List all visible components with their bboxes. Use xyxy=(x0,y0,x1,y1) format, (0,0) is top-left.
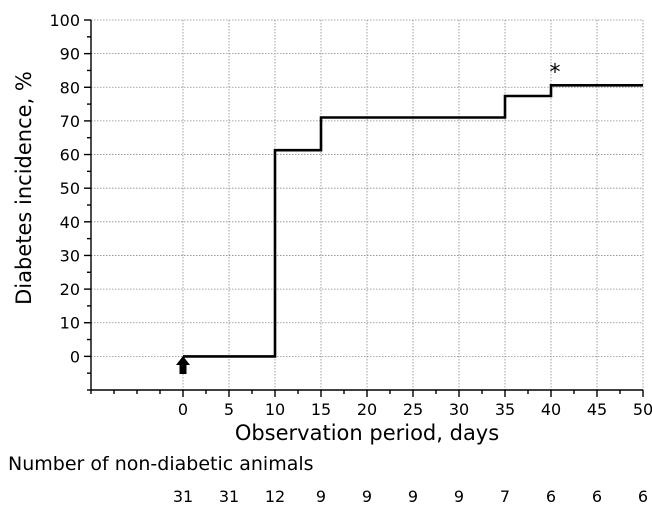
x-tick-label: 0 xyxy=(178,400,188,419)
x-tick-label: 20 xyxy=(357,400,377,419)
y-tick-label: 30 xyxy=(60,246,80,265)
y-tick-label: 40 xyxy=(60,213,80,232)
y-tick-label: 70 xyxy=(60,112,80,131)
x-tick-label: 15 xyxy=(311,400,331,419)
risk-table-value: 7 xyxy=(500,487,510,505)
grid-lines xyxy=(91,19,644,390)
risk-table-value: 9 xyxy=(362,487,372,505)
annotations: * xyxy=(176,60,561,374)
y-axis-title: Diabetes incidence, % xyxy=(12,71,36,305)
significance-annotation: * xyxy=(550,60,561,85)
risk-table-value: 9 xyxy=(408,487,418,505)
risk-table-value: 9 xyxy=(454,487,464,505)
tick-labels: 0 10 20 30 40 50 60 70 80 90 100 0 5 10 15 20 25 30 35 40 45… xyxy=(49,11,652,419)
y-tick-label: 60 xyxy=(60,146,80,165)
risk-table-value: 6 xyxy=(546,487,556,505)
x-tick-label: 25 xyxy=(403,400,423,419)
x-tick-label: 10 xyxy=(265,400,285,419)
risk-table-value: 31 xyxy=(219,487,239,505)
risk-table-values: 31 31 12 9 9 9 9 7 6 6 6 xyxy=(173,487,648,505)
y-tick-label: 100 xyxy=(49,11,80,30)
x-tick-label: 35 xyxy=(495,400,515,419)
x-axis-title: Observation period, days xyxy=(235,421,499,445)
risk-table-value: 31 xyxy=(173,487,193,505)
y-tick-label: 20 xyxy=(60,280,80,299)
x-tick-label: 50 xyxy=(633,400,652,419)
x-tick-label: 5 xyxy=(224,400,234,419)
y-tick-label: 50 xyxy=(60,179,80,198)
risk-table-title: Number of non-diabetic animals xyxy=(8,453,314,475)
risk-table-value: 6 xyxy=(638,487,648,505)
risk-table-value: 6 xyxy=(592,487,602,505)
axes xyxy=(84,19,644,397)
y-tick-label: 10 xyxy=(60,314,80,333)
y-tick-label: 90 xyxy=(60,45,80,64)
y-tick-label: 80 xyxy=(60,78,80,97)
y-tick-label: 0 xyxy=(70,347,80,366)
series-line-1 xyxy=(183,84,643,358)
risk-table-value: 12 xyxy=(265,487,285,505)
series-layer xyxy=(183,84,643,358)
x-tick-label: 45 xyxy=(587,400,607,419)
arrow-up-icon xyxy=(176,356,190,374)
x-tick-label: 40 xyxy=(541,400,561,419)
risk-table-value: 9 xyxy=(316,487,326,505)
x-tick-label: 30 xyxy=(449,400,469,419)
